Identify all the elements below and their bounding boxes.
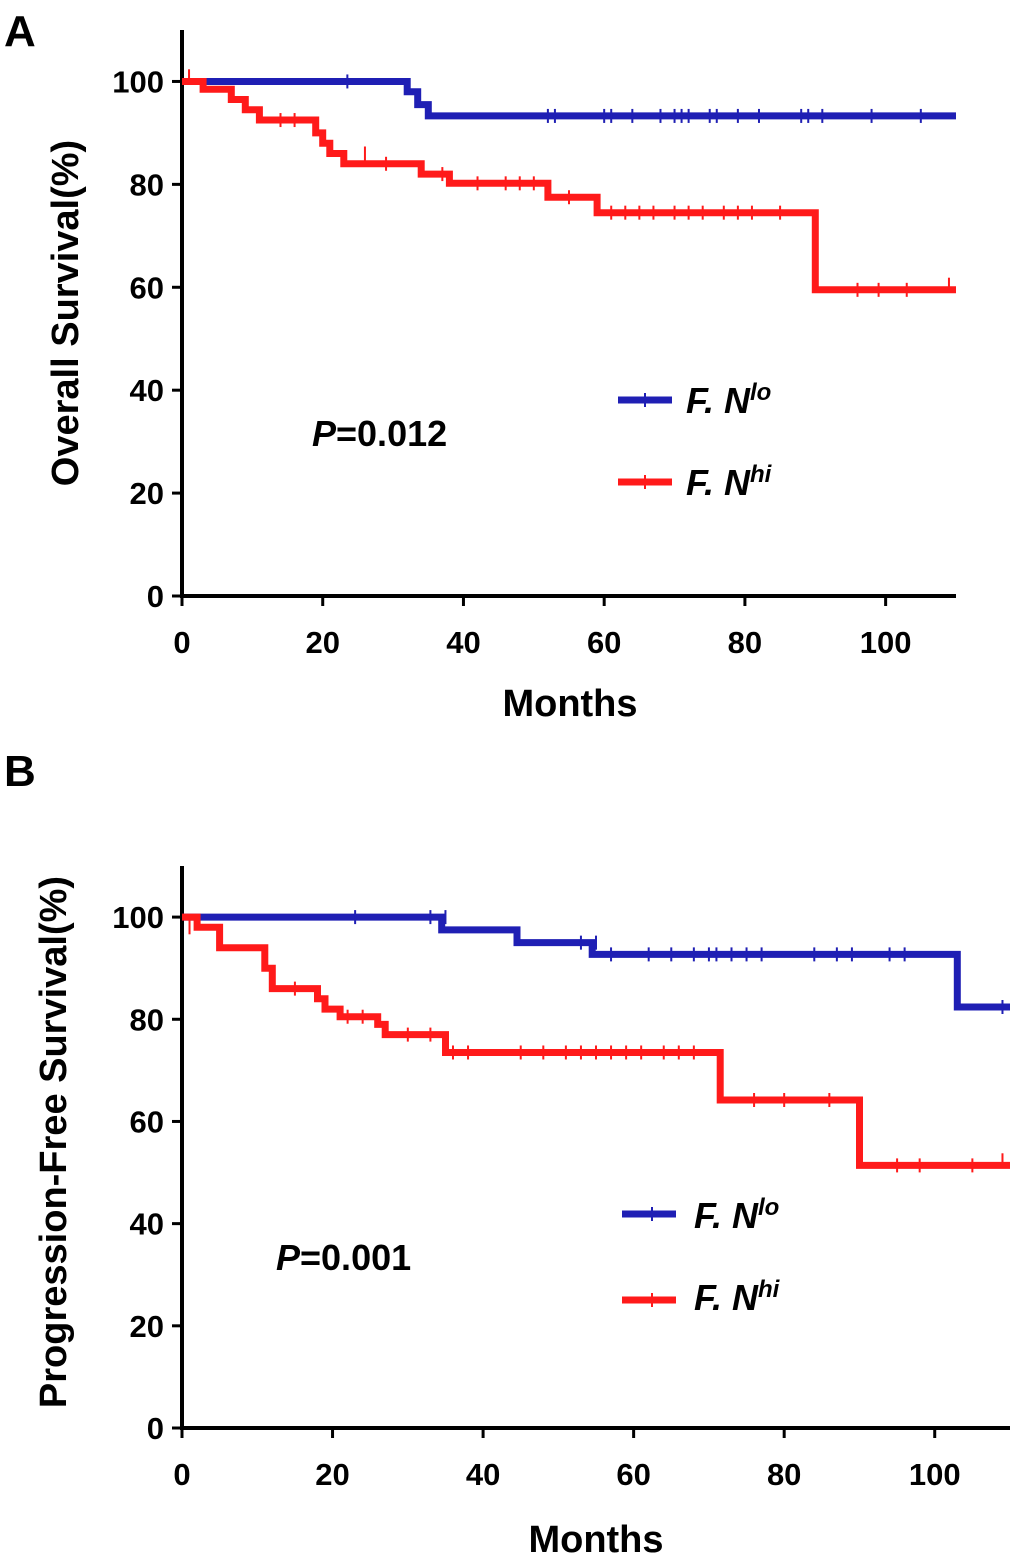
panel-b-series bbox=[182, 910, 1010, 1173]
panel-a-legend: F. Nlo F. Nhi bbox=[618, 379, 773, 503]
panel-a-p-value: P=0.012 bbox=[312, 413, 447, 454]
panel-a-x-tick-label: 0 bbox=[173, 625, 190, 660]
panel-b-x-tick-label: 20 bbox=[315, 1457, 349, 1492]
panel-b-legend-lo-main: F. N bbox=[694, 1195, 759, 1236]
panel-a-ticks: 0 20 40 60 80 100 0 20 40 60 80 100 bbox=[112, 64, 911, 660]
panel-a-series bbox=[182, 69, 956, 297]
panel-a-legend-hi-sup: hi bbox=[750, 461, 773, 488]
panel-b-survival-curve-lo bbox=[182, 913, 1010, 1011]
panel-b-label: B bbox=[4, 747, 36, 796]
panel-b-legend-hi-main: F. N bbox=[694, 1277, 759, 1318]
panel-a-y-tick-label: 40 bbox=[130, 373, 164, 408]
panel-a-overall-survival: A 0 20 40 60 80 100 0 20 40 60 80 100 Months Overal… bbox=[4, 7, 956, 725]
panel-b-legend-label-lo: F. Nlo bbox=[694, 1194, 779, 1236]
panel-a-survival-curve-lo bbox=[182, 78, 956, 120]
panel-a-y-tick-label: 100 bbox=[112, 64, 164, 99]
panel-a-legend-label-lo: F. Nlo bbox=[686, 379, 771, 421]
panel-b-x-tick-label: 100 bbox=[909, 1457, 961, 1492]
panel-b-progression-free-survival: B 0 20 40 60 80 100 0 20 40 60 80 100 Months Progre… bbox=[4, 747, 1010, 1557]
panel-b-x-tick-label: 80 bbox=[767, 1457, 801, 1492]
panel-b-legend-lo-sup: lo bbox=[758, 1194, 779, 1221]
panel-b-legend-label-hi: F. Nhi bbox=[694, 1276, 781, 1318]
panel-a-x-tick-label: 60 bbox=[587, 625, 621, 660]
panel-b-x-tick-label: 0 bbox=[173, 1457, 190, 1492]
panel-a-x-tick-label: 20 bbox=[305, 625, 339, 660]
panel-a-legend-lo-main: F. N bbox=[686, 380, 751, 421]
panel-b-legend-hi-sup: hi bbox=[758, 1276, 781, 1303]
panel-a-y-tick-label: 80 bbox=[130, 167, 164, 202]
panel-b-x-axis-title: Months bbox=[528, 1519, 663, 1557]
panel-a-legend-lo-sup: lo bbox=[750, 379, 771, 406]
panel-a-x-tick-label: 100 bbox=[860, 625, 912, 660]
panel-b-p-label: P bbox=[276, 1237, 301, 1278]
panel-b-y-tick-label: 40 bbox=[130, 1207, 164, 1242]
panel-a-x-tick-label: 40 bbox=[446, 625, 480, 660]
panel-b-y-tick-label: 0 bbox=[147, 1411, 164, 1446]
panel-a-y-tick-label: 20 bbox=[130, 476, 164, 511]
panel-b-x-tick-label: 60 bbox=[616, 1457, 650, 1492]
panel-b-ticks: 0 20 40 60 80 100 0 20 40 60 80 100 bbox=[112, 900, 960, 1492]
panel-a-x-axis-title: Months bbox=[502, 683, 637, 725]
panel-a-legend-label-hi: F. Nhi bbox=[686, 461, 773, 503]
panel-b-p-value: P=0.001 bbox=[276, 1237, 411, 1278]
panel-b-y-tick-label: 20 bbox=[130, 1309, 164, 1344]
panel-a-p-number: =0.012 bbox=[336, 413, 447, 454]
panel-b-y-tick-label: 80 bbox=[130, 1002, 164, 1037]
panel-b-y-tick-label: 60 bbox=[130, 1104, 164, 1139]
panel-b-legend: F. Nlo F. Nhi bbox=[622, 1194, 781, 1318]
panel-a-p-label: P bbox=[312, 413, 337, 454]
panel-a-label: A bbox=[4, 7, 36, 56]
panel-b-x-tick-label: 40 bbox=[466, 1457, 500, 1492]
panel-a-y-tick-label: 0 bbox=[147, 579, 164, 614]
panel-b-y-axis-title: Progression-Free Survival(%) bbox=[33, 876, 75, 1408]
panel-b-p-number: =0.001 bbox=[300, 1237, 411, 1278]
panel-a-y-axis-title: Overall Survival(%) bbox=[45, 140, 87, 486]
panel-a-legend-hi-main: F. N bbox=[686, 462, 751, 503]
panel-a-x-tick-label: 80 bbox=[728, 625, 762, 660]
panel-b-survival-curve-hi bbox=[182, 913, 1010, 1169]
panel-a-survival-curve-hi bbox=[182, 78, 956, 294]
panel-b-y-tick-label: 100 bbox=[112, 900, 164, 935]
panel-a-y-tick-label: 60 bbox=[130, 270, 164, 305]
